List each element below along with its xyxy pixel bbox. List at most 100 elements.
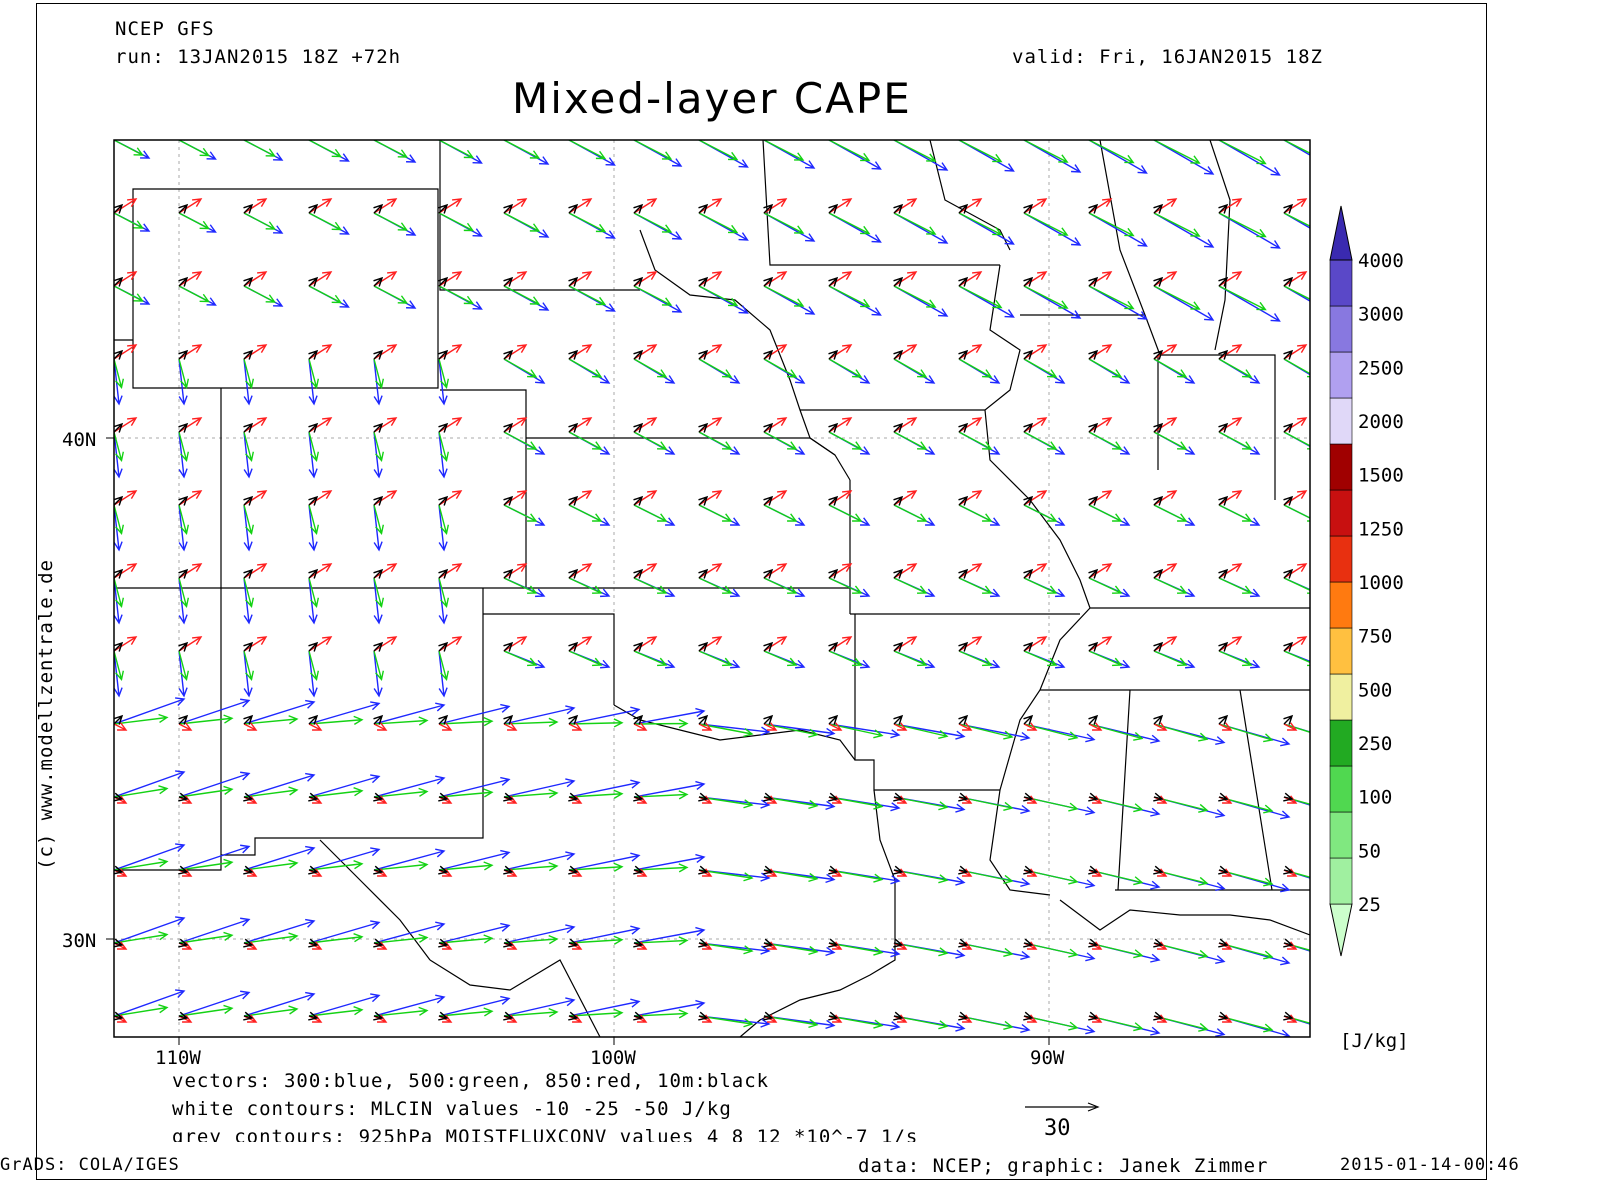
wind-arrow	[438, 865, 449, 875]
wind-arrow	[698, 723, 771, 736]
wind-arrow	[1218, 1011, 1229, 1021]
wind-arrow	[1283, 636, 1308, 652]
wind-arrow	[438, 198, 463, 214]
wind-arrow	[698, 938, 709, 948]
chart-title: Mixed-layer CAPE	[512, 74, 912, 123]
wind-arrow	[1023, 276, 1034, 287]
wind-arrow	[1283, 490, 1308, 506]
wind-arrow	[308, 636, 333, 652]
run-time: run: 13JAN2015 18Z +72h	[115, 46, 402, 68]
wind-arrow	[633, 198, 658, 214]
wind-arrow	[1153, 358, 1188, 378]
wind-arrow	[243, 577, 255, 609]
wind-arrow	[178, 495, 189, 506]
wind-arrow	[633, 641, 644, 652]
wind-arrow	[503, 851, 576, 871]
wind-arrow	[568, 203, 579, 214]
wind-arrow	[568, 789, 624, 799]
wind-arrow	[178, 931, 234, 944]
wind-arrow	[178, 1011, 189, 1021]
wind-arrow	[698, 358, 733, 378]
legend-swatch	[1329, 719, 1353, 767]
grey-contours-note: grey contours: 925hPa MOISTFLUXCONV valu…	[172, 1126, 919, 1142]
wind-arrow	[114, 713, 169, 725]
wind-arrow	[308, 865, 319, 875]
wind-arrow	[178, 568, 189, 579]
wind-arrow	[633, 140, 673, 160]
wind-arrow	[633, 568, 644, 579]
wind-arrow	[438, 344, 463, 360]
wind-arrow	[373, 933, 429, 944]
wind-arrow	[829, 140, 831, 141]
wind-arrow	[243, 641, 254, 652]
wind-arrow	[308, 774, 381, 798]
wind-arrow	[958, 417, 983, 433]
wind-arrow	[958, 198, 983, 214]
wind-arrow	[634, 140, 641, 141]
wind-arrow	[568, 212, 607, 233]
wind-arrow	[1218, 422, 1229, 433]
wind-arrow	[763, 714, 774, 725]
wind-arrow	[893, 495, 904, 506]
wind-arrow	[763, 285, 805, 307]
legend-label: 2000	[1358, 411, 1404, 433]
wind-arrow	[1088, 344, 1113, 360]
wind-arrow	[633, 780, 706, 798]
wind-arrow	[114, 271, 138, 287]
wind-arrow	[178, 198, 203, 214]
wind-arrow	[568, 792, 579, 802]
wind-arrow	[373, 563, 398, 579]
wind-arrow	[438, 140, 475, 159]
wind-arrow	[828, 140, 871, 162]
wind-arrow	[1023, 349, 1034, 360]
wind-arrow	[503, 285, 541, 305]
wind-arrow	[893, 938, 904, 948]
wind-arrow	[958, 792, 969, 802]
wind-arrow	[568, 938, 579, 948]
wind-arrow	[1088, 1011, 1099, 1021]
wind-arrow	[243, 699, 316, 725]
wind-arrow	[1283, 431, 1310, 450]
wind-arrow	[893, 212, 937, 235]
wind-arrow	[958, 344, 983, 360]
wind-arrow	[373, 848, 446, 871]
wind-arrow	[438, 349, 449, 360]
data-credit: data: NCEP; graphic: Janek Zimmer	[858, 1155, 1269, 1177]
wind-arrow	[893, 490, 918, 506]
wind-arrow	[698, 285, 739, 307]
legend-min-arrow	[1329, 903, 1353, 957]
wind-arrow	[373, 1006, 429, 1017]
wind-arrow	[893, 198, 918, 214]
wind-arrow	[1088, 358, 1123, 378]
wind-arrow	[633, 936, 689, 946]
wind-arrow	[244, 140, 246, 141]
wind-arrow	[893, 714, 904, 725]
wind-arrow	[503, 938, 514, 948]
wind-arrow	[893, 358, 928, 378]
wind-arrow	[1088, 563, 1113, 579]
wind-arrow	[438, 938, 449, 948]
wind-arrow	[568, 344, 593, 360]
wind-arrow	[698, 650, 733, 667]
wind-arrow	[1153, 568, 1164, 579]
wind-arrow	[568, 865, 579, 875]
wind-arrow	[114, 140, 121, 141]
wind-arrow	[308, 650, 320, 682]
wind-arrow	[1153, 198, 1178, 214]
wind-arrow	[1218, 490, 1243, 506]
wind-arrow	[373, 865, 384, 875]
wind-arrow	[568, 140, 607, 160]
wind-arrow	[438, 417, 463, 433]
wind-arrow	[893, 431, 928, 450]
wind-arrow	[1218, 344, 1243, 360]
wind-arrow	[698, 349, 709, 360]
wind-arrow	[114, 785, 169, 798]
wind-arrow	[1283, 722, 1298, 731]
wind-arrow	[438, 271, 463, 287]
wind-arrow	[243, 991, 316, 1017]
wind-arrow	[178, 203, 189, 214]
wind-arrow	[308, 715, 364, 725]
wind-arrow	[764, 140, 771, 141]
legend-label: 1250	[1358, 518, 1404, 540]
wind-arrow	[1153, 271, 1178, 287]
